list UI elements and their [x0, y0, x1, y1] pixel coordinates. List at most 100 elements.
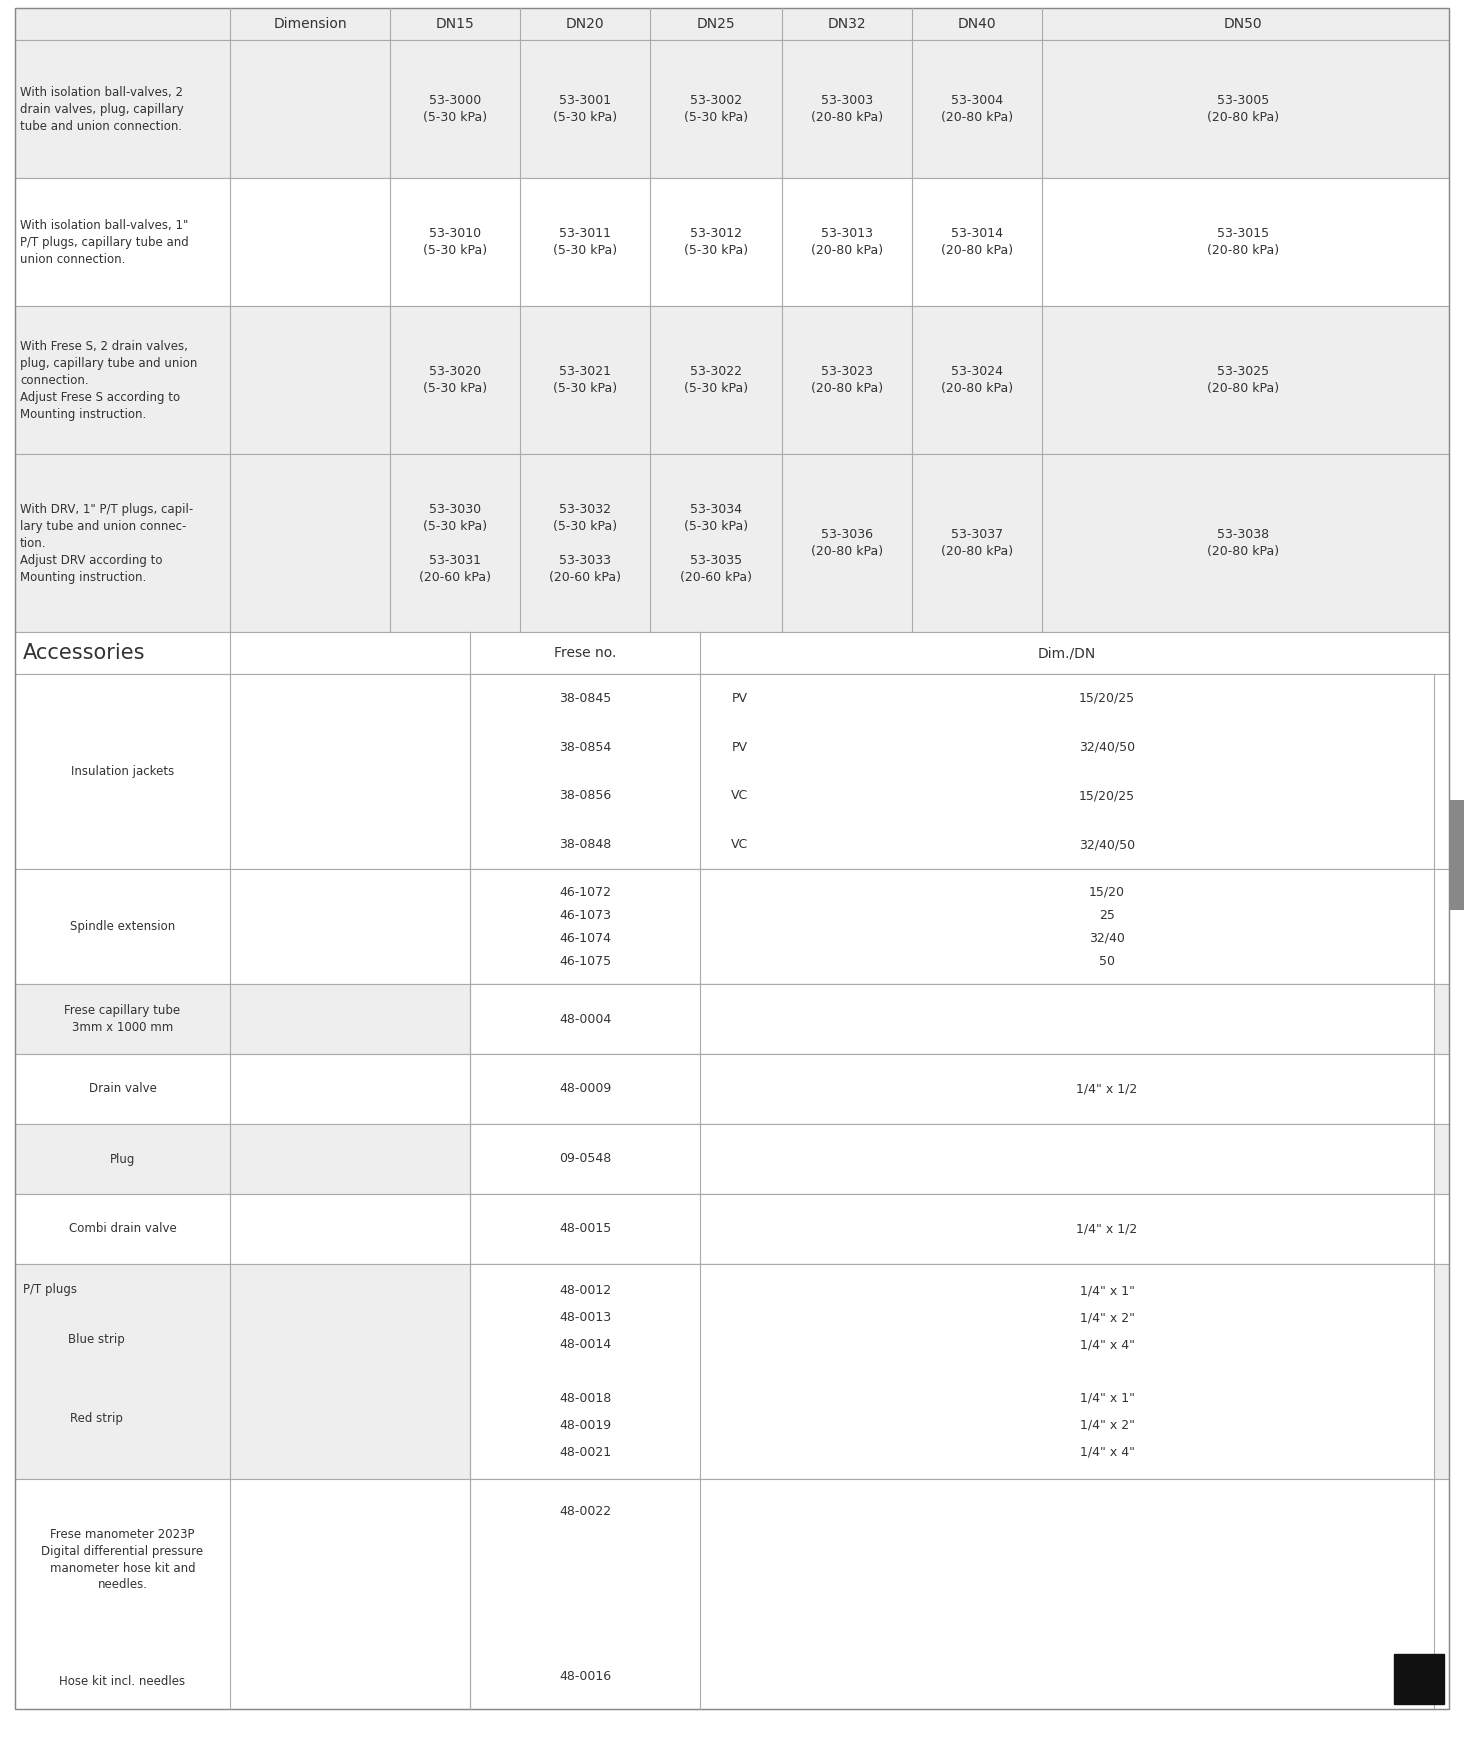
Text: P/T plugs: P/T plugs	[23, 1283, 78, 1297]
Text: 1/4" x 2": 1/4" x 2"	[1079, 1310, 1135, 1324]
Text: 38-0856: 38-0856	[559, 789, 610, 803]
Text: With isolation ball-valves, 1"
P/T plugs, capillary tube and
union connection.: With isolation ball-valves, 1" P/T plugs…	[20, 218, 189, 265]
Bar	[470, 869, 1435, 984]
Text: Dimension: Dimension	[274, 17, 347, 31]
Text: 09-0548: 09-0548	[559, 1152, 610, 1166]
Text: 1/4" x 4": 1/4" x 4"	[1079, 1445, 1135, 1459]
Text: Insulation jackets: Insulation jackets	[70, 764, 174, 778]
Text: Combi drain valve: Combi drain valve	[69, 1223, 176, 1235]
Text: 53-3023
(20-80 kPa): 53-3023 (20-80 kPa)	[811, 365, 883, 394]
Text: 48-0012: 48-0012	[559, 1284, 610, 1297]
Text: 53-3004
(20-80 kPa): 53-3004 (20-80 kPa)	[941, 94, 1013, 124]
Text: With Frese S, 2 drain valves,
plug, capillary tube and union
connection.
Adjust : With Frese S, 2 drain valves, plug, capi…	[20, 340, 198, 421]
Text: DN32: DN32	[827, 17, 867, 31]
Text: 32/40/50: 32/40/50	[1079, 838, 1135, 852]
Text: Accessories: Accessories	[23, 642, 145, 663]
Text: 46-1074: 46-1074	[559, 932, 610, 944]
Bar	[15, 674, 1449, 869]
Text: 50: 50	[1099, 955, 1116, 967]
Text: Red strip: Red strip	[70, 1412, 123, 1426]
Text: 53-3000
(5-30 kPa): 53-3000 (5-30 kPa)	[423, 94, 488, 124]
Text: 48-0004: 48-0004	[559, 1012, 610, 1026]
Text: 1/4" x 1": 1/4" x 1"	[1079, 1284, 1135, 1297]
Text: 53-3010
(5-30 kPa): 53-3010 (5-30 kPa)	[423, 227, 488, 257]
Text: 53-3012
(5-30 kPa): 53-3012 (5-30 kPa)	[684, 227, 748, 257]
Bar	[470, 984, 1435, 1054]
Text: 32/40: 32/40	[1089, 932, 1124, 944]
Text: 53-3038
(20-80 kPa): 53-3038 (20-80 kPa)	[1206, 529, 1280, 558]
Bar	[15, 869, 1449, 984]
Bar	[470, 1194, 1435, 1263]
Text: 53-3005
(20-80 kPa): 53-3005 (20-80 kPa)	[1206, 94, 1280, 124]
Text: 53-3024
(20-80 kPa): 53-3024 (20-80 kPa)	[941, 365, 1013, 394]
Text: 53-3025
(20-80 kPa): 53-3025 (20-80 kPa)	[1206, 365, 1280, 394]
Bar	[470, 1480, 1435, 1708]
Bar	[15, 305, 1449, 454]
Bar	[470, 1194, 1435, 1263]
Text: 53-3003
(20-80 kPa): 53-3003 (20-80 kPa)	[811, 94, 883, 124]
Text: Hose kit incl. needles: Hose kit incl. needles	[60, 1675, 186, 1687]
Bar	[1449, 799, 1464, 909]
Bar	[15, 1054, 1449, 1124]
Text: VC: VC	[732, 838, 748, 852]
Text: 48-0018: 48-0018	[559, 1393, 610, 1405]
Text: Frese manometer 2023P
Digital differential pressure
manometer hose kit and
needl: Frese manometer 2023P Digital differenti…	[41, 1527, 203, 1591]
Text: 48-0022: 48-0022	[559, 1506, 610, 1518]
Bar	[470, 869, 1435, 984]
Text: 53-3013
(20-80 kPa): 53-3013 (20-80 kPa)	[811, 227, 883, 257]
Text: PV: PV	[732, 740, 748, 754]
Text: 1/4" x 4": 1/4" x 4"	[1079, 1338, 1135, 1351]
Text: 48-0019: 48-0019	[559, 1419, 610, 1431]
Text: 46-1072: 46-1072	[559, 885, 610, 899]
Text: 48-0014: 48-0014	[559, 1338, 610, 1351]
Text: 38-0854: 38-0854	[559, 740, 610, 754]
Text: 1/4" x 1": 1/4" x 1"	[1079, 1393, 1135, 1405]
Text: 53-3032
(5-30 kPa)
 
53-3033
(20-60 kPa): 53-3032 (5-30 kPa) 53-3033 (20-60 kPa)	[549, 503, 621, 583]
Text: 48-0009: 48-0009	[559, 1082, 610, 1096]
Text: 46-1073: 46-1073	[559, 909, 610, 921]
Text: 53-3022
(5-30 kPa): 53-3022 (5-30 kPa)	[684, 365, 748, 394]
Text: 32/40/50: 32/40/50	[1079, 740, 1135, 754]
Text: 53-3034
(5-30 kPa)
 
53-3035
(20-60 kPa): 53-3034 (5-30 kPa) 53-3035 (20-60 kPa)	[679, 503, 752, 583]
Text: 25: 25	[1099, 909, 1116, 921]
Bar	[15, 40, 1449, 178]
Text: Drain valve: Drain valve	[88, 1082, 157, 1096]
Text: 48-0016: 48-0016	[559, 1670, 610, 1682]
Bar	[15, 984, 1449, 1054]
Text: 53-3036
(20-80 kPa): 53-3036 (20-80 kPa)	[811, 529, 883, 558]
Text: 48-0021: 48-0021	[559, 1445, 610, 1459]
Bar	[1394, 1654, 1444, 1705]
Text: 53-3002
(5-30 kPa): 53-3002 (5-30 kPa)	[684, 94, 748, 124]
Bar	[470, 1263, 1435, 1480]
Text: 53-3020
(5-30 kPa): 53-3020 (5-30 kPa)	[423, 365, 488, 394]
Text: 48-0015: 48-0015	[559, 1223, 610, 1235]
Text: PV: PV	[732, 691, 748, 705]
Bar	[15, 454, 1449, 632]
Text: 1/4" x 2": 1/4" x 2"	[1079, 1419, 1135, 1431]
Bar	[470, 674, 1435, 869]
Text: 15/20/25: 15/20/25	[1079, 789, 1135, 803]
Text: 46-1075: 46-1075	[559, 955, 610, 967]
Bar	[15, 9, 1449, 40]
Text: Frese capillary tube
3mm x 1000 mm: Frese capillary tube 3mm x 1000 mm	[64, 1003, 180, 1035]
Text: 1/4" x 1/2: 1/4" x 1/2	[1076, 1082, 1138, 1096]
Bar	[15, 632, 1449, 674]
Text: DN20: DN20	[565, 17, 605, 31]
Bar	[15, 1480, 1449, 1708]
Text: 1/4" x 1/2: 1/4" x 1/2	[1076, 1223, 1138, 1235]
Text: 15/20: 15/20	[1089, 885, 1124, 899]
Bar	[15, 178, 1449, 305]
Text: Spindle extension: Spindle extension	[70, 920, 176, 934]
Bar	[15, 1124, 1449, 1194]
Text: 53-3014
(20-80 kPa): 53-3014 (20-80 kPa)	[941, 227, 1013, 257]
Bar	[15, 1194, 1449, 1263]
Text: 53-3001
(5-30 kPa): 53-3001 (5-30 kPa)	[553, 94, 616, 124]
Text: 38-0848: 38-0848	[559, 838, 610, 852]
Text: With DRV, 1" P/T plugs, capil-
lary tube and union connec-
tion.
Adjust DRV acco: With DRV, 1" P/T plugs, capil- lary tube…	[20, 503, 193, 583]
Bar	[470, 1124, 1435, 1194]
Bar	[470, 984, 1435, 1054]
Text: DN25: DN25	[697, 17, 735, 31]
Bar	[470, 674, 1435, 869]
Text: 53-3011
(5-30 kPa): 53-3011 (5-30 kPa)	[553, 227, 616, 257]
Text: VC: VC	[732, 789, 748, 803]
